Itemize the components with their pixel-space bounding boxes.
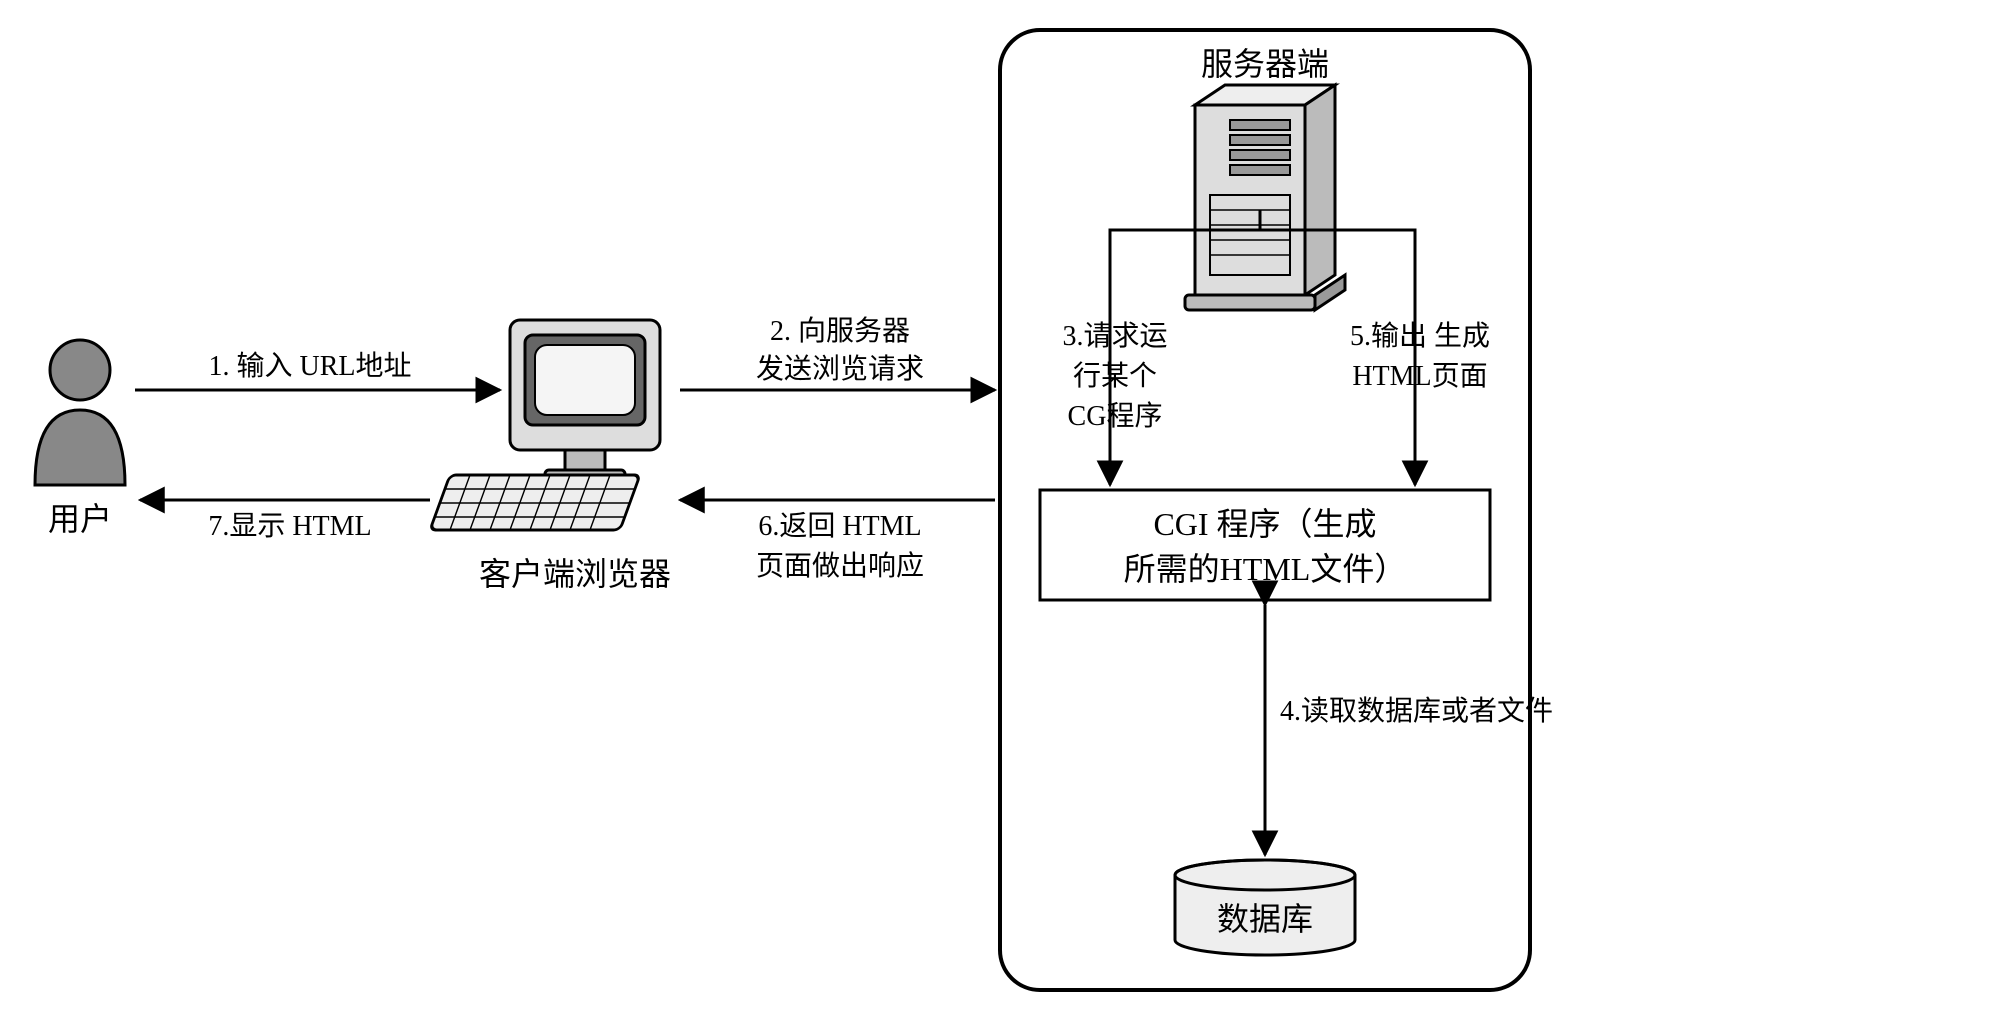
client-icon: [430, 320, 660, 530]
database-label: 数据库: [1217, 901, 1313, 937]
client-label: 客户端浏览器: [479, 556, 671, 592]
step3-label-1: 3.请求运: [1062, 320, 1167, 352]
step2-label-2: 发送浏览请求: [756, 353, 924, 385]
step6-label-2: 页面做出响应: [756, 550, 924, 582]
step7-label: 7.显示 HTML: [208, 511, 371, 542]
server-title: 服务器端: [1201, 46, 1329, 82]
step1-label: 1. 输入 URL地址: [208, 350, 411, 382]
step4-label: 4.读取数据库或者文件: [1280, 695, 1553, 727]
user-icon: [35, 340, 125, 485]
cgi-line2: 所需的HTML文件）: [1124, 551, 1407, 587]
step5-label-1: 5.输出 生成: [1350, 320, 1490, 352]
step6-label-1: 6.返回 HTML: [758, 511, 921, 542]
step3-label-2: 行某个: [1073, 360, 1157, 392]
server-icon: [1185, 85, 1345, 310]
user-label: 用户: [48, 501, 112, 537]
cgi-line1: CGI 程序（生成: [1153, 506, 1376, 542]
step5-label-2: HTML页面: [1352, 361, 1487, 392]
step2-label-1: 2. 向服务器: [770, 315, 910, 347]
step3-label-3: CG程序: [1068, 400, 1163, 432]
